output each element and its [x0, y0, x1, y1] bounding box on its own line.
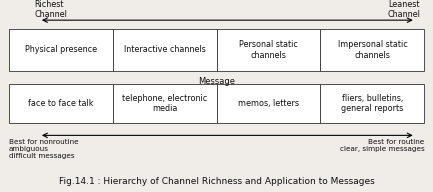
- Text: telephone, electronic
media: telephone, electronic media: [122, 94, 207, 113]
- Bar: [320, 29, 424, 71]
- Text: Fig.14.1 : Hierarchy of Channel Richness and Application to Messages: Fig.14.1 : Hierarchy of Channel Richness…: [58, 177, 375, 186]
- Text: Message: Message: [198, 77, 235, 86]
- Text: memos, letters: memos, letters: [238, 99, 299, 108]
- Text: face to face talk: face to face talk: [28, 99, 94, 108]
- Text: fliers, bulletins,
general reports: fliers, bulletins, general reports: [341, 94, 404, 113]
- Text: Impersonal static
channels: Impersonal static channels: [337, 40, 407, 60]
- Text: Richest
Channel: Richest Channel: [35, 0, 68, 19]
- Text: Best for routine
clear, simple messages: Best for routine clear, simple messages: [339, 139, 424, 152]
- Text: Physical presence: Physical presence: [25, 46, 97, 54]
- Text: Leanest
Channel: Leanest Channel: [387, 0, 420, 19]
- Bar: [216, 84, 320, 123]
- Bar: [113, 84, 216, 123]
- Bar: [320, 84, 424, 123]
- Bar: [216, 29, 320, 71]
- Text: Best for nonroutine
ambiguous
difficult messages: Best for nonroutine ambiguous difficult …: [9, 139, 78, 159]
- Bar: [9, 84, 113, 123]
- Text: Personal static
channels: Personal static channels: [239, 40, 298, 60]
- Bar: [113, 29, 216, 71]
- Text: Interactive channels: Interactive channels: [124, 46, 205, 54]
- Bar: [9, 29, 113, 71]
